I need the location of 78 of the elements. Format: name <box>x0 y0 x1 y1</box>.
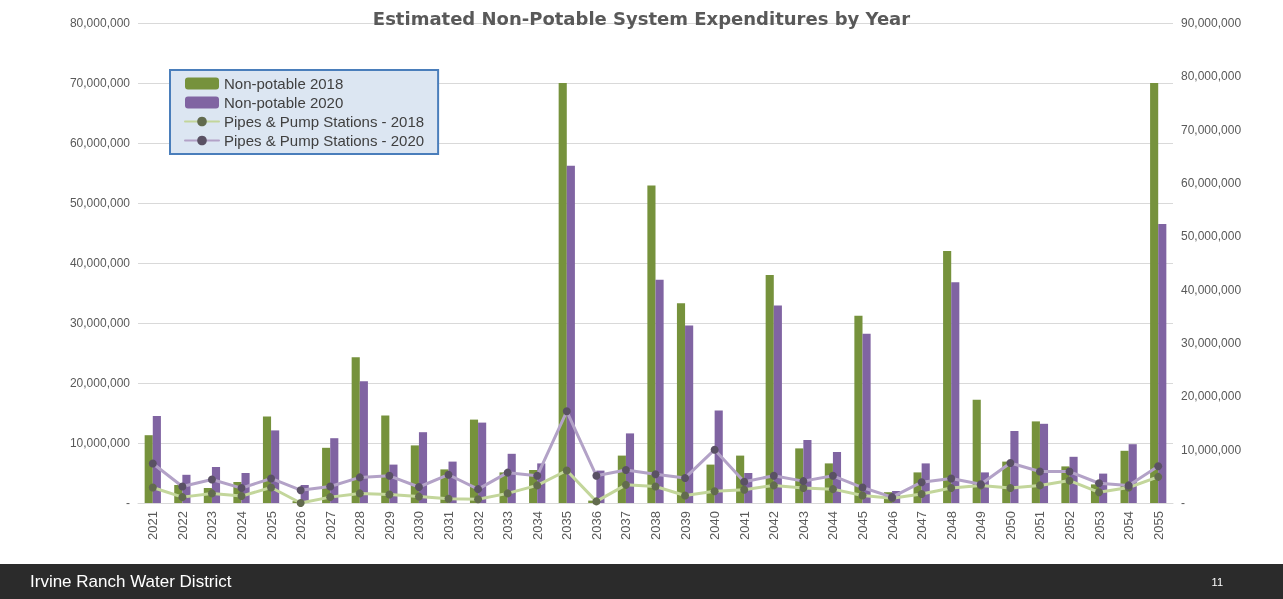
y-tick-label: 50,000,000 <box>69 196 131 210</box>
x-tick-label: 2023 <box>204 511 220 540</box>
bar <box>566 165 575 503</box>
x-tick-label: 2033 <box>500 511 516 540</box>
y2-tick-label: 60,000,000 <box>1181 176 1242 190</box>
x-tick-label: 2022 <box>174 511 190 540</box>
bar <box>862 333 871 503</box>
x-tick-label: 2055 <box>1150 511 1166 540</box>
y2-tick-label: 50,000,000 <box>1181 229 1242 244</box>
x-tick-label: 2053 <box>1091 511 1107 540</box>
y-tick-label: - <box>126 496 130 510</box>
bar <box>773 305 782 503</box>
y-tick-label: 60,000,000 <box>69 136 131 150</box>
bar <box>359 381 368 503</box>
y2-tick-label: 80,000,000 <box>1181 69 1242 84</box>
x-tick-label: 2051 <box>1032 511 1048 540</box>
x-tick-label: 2024 <box>234 511 249 540</box>
y2-tick-label: 20,000,000 <box>1181 389 1242 404</box>
x-tick-label: 2021 <box>145 511 161 540</box>
x-tick-label: 2035 <box>559 511 575 540</box>
bar <box>685 325 694 503</box>
x-tick-label: 2054 <box>1121 511 1137 540</box>
bar <box>1150 83 1159 503</box>
x-tick-label: 2048 <box>943 511 959 540</box>
x-tick-label: 2036 <box>588 511 604 540</box>
text: Irvine Ranch Water District <box>30 572 232 591</box>
x-tick-label: 2034 <box>529 511 545 540</box>
x-tick-label: 2031 <box>441 511 456 540</box>
bar <box>676 303 686 503</box>
bar <box>647 185 656 503</box>
chart-title: Estimated Non-Potable System Expenditures by Year <box>372 7 911 29</box>
y2-tick-label: 40,000,000 <box>1181 282 1242 297</box>
x-tick-label: 2027 <box>322 511 338 540</box>
x-tick-label: 2029 <box>381 511 397 540</box>
y2-tick-label: 90,000,000 <box>1181 16 1242 30</box>
x-tick-label: 2025 <box>263 511 279 540</box>
x-tick-label: 2050 <box>1002 511 1018 540</box>
text: 11 <box>1211 575 1223 588</box>
x-tick-label: 2032 <box>470 511 486 540</box>
bar <box>951 282 960 503</box>
x-tick-label: 2049 <box>973 511 989 540</box>
bar <box>558 83 567 503</box>
y-tick-label: 80,000,000 <box>69 16 131 30</box>
legend-label: Pipes & Pump Stations - 2018 <box>224 113 425 130</box>
legend-label: Non-potable 2018 <box>224 75 344 92</box>
bar <box>943 251 952 503</box>
x-tick-label: 2052 <box>1062 511 1077 540</box>
x-tick-label: 2037 <box>618 511 634 540</box>
legend-label: Pipes & Pump Stations - 2020 <box>224 132 425 149</box>
y-tick-label: 30,000,000 <box>69 316 131 330</box>
legend-label: Non-potable 2020 <box>224 94 344 111</box>
x-tick-label: 2039 <box>677 511 693 540</box>
x-tick-label: 2046 <box>884 511 900 540</box>
y-tick-label: 70,000,000 <box>69 76 131 90</box>
x-tick-label: 2044 <box>825 511 841 540</box>
y2-tick-label: 30,000,000 <box>1181 336 1242 350</box>
y2-tick-label: 10,000,000 <box>1181 442 1242 457</box>
x-tick-label: 2041 <box>736 511 752 540</box>
x-tick-label: 2040 <box>707 511 723 540</box>
bar <box>765 275 774 503</box>
bar <box>854 315 863 503</box>
y-tick-label: 10,000,000 <box>69 436 131 450</box>
bar <box>1158 224 1167 503</box>
x-tick-label: 2038 <box>648 511 663 540</box>
bar <box>655 279 664 503</box>
y2-tick-label: - <box>1181 496 1185 510</box>
bar <box>972 399 981 503</box>
x-tick-label: 2043 <box>795 511 811 540</box>
x-tick-label: 2026 <box>293 511 309 540</box>
x-tick-label: 2047 <box>914 511 930 540</box>
bar <box>351 357 360 503</box>
y-tick-label: 20,000,000 <box>69 376 131 390</box>
x-tick-label: 2028 <box>352 511 368 540</box>
x-tick-label: 2030 <box>411 511 427 540</box>
y-tick-label: 40,000,000 <box>69 256 131 270</box>
y2-tick-label: 70,000,000 <box>1181 122 1242 137</box>
x-tick-label: 2045 <box>855 511 870 540</box>
x-tick-label: 2042 <box>766 511 782 540</box>
